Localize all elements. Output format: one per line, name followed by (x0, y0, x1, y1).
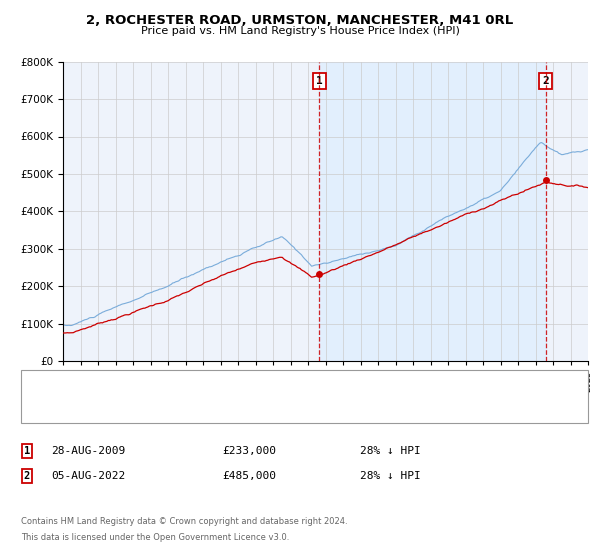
Text: £233,000: £233,000 (222, 446, 276, 456)
Text: 28% ↓ HPI: 28% ↓ HPI (360, 471, 421, 481)
Text: £485,000: £485,000 (222, 471, 276, 481)
Text: 2, ROCHESTER ROAD, URMSTON, MANCHESTER, M41 0RL: 2, ROCHESTER ROAD, URMSTON, MANCHESTER, … (86, 14, 514, 27)
Text: 28% ↓ HPI: 28% ↓ HPI (360, 446, 421, 456)
Text: 2, ROCHESTER ROAD, URMSTON, MANCHESTER, M41 0RL (detached house): 2, ROCHESTER ROAD, URMSTON, MANCHESTER, … (60, 380, 437, 390)
Text: 2: 2 (24, 471, 30, 481)
Text: 28-AUG-2009: 28-AUG-2009 (51, 446, 125, 456)
Text: 1: 1 (24, 446, 30, 456)
Text: —: — (39, 378, 52, 391)
Text: 2: 2 (542, 76, 549, 86)
Text: Contains HM Land Registry data © Crown copyright and database right 2024.: Contains HM Land Registry data © Crown c… (21, 517, 347, 526)
Text: This data is licensed under the Open Government Licence v3.0.: This data is licensed under the Open Gov… (21, 533, 289, 542)
Bar (319, 62, 546, 361)
Text: 05-AUG-2022: 05-AUG-2022 (51, 471, 125, 481)
Text: —: — (39, 402, 52, 414)
Text: Price paid vs. HM Land Registry's House Price Index (HPI): Price paid vs. HM Land Registry's House … (140, 26, 460, 36)
Text: 1: 1 (316, 76, 323, 86)
Text: HPI: Average price, detached house, Trafford: HPI: Average price, detached house, Traf… (60, 403, 283, 413)
